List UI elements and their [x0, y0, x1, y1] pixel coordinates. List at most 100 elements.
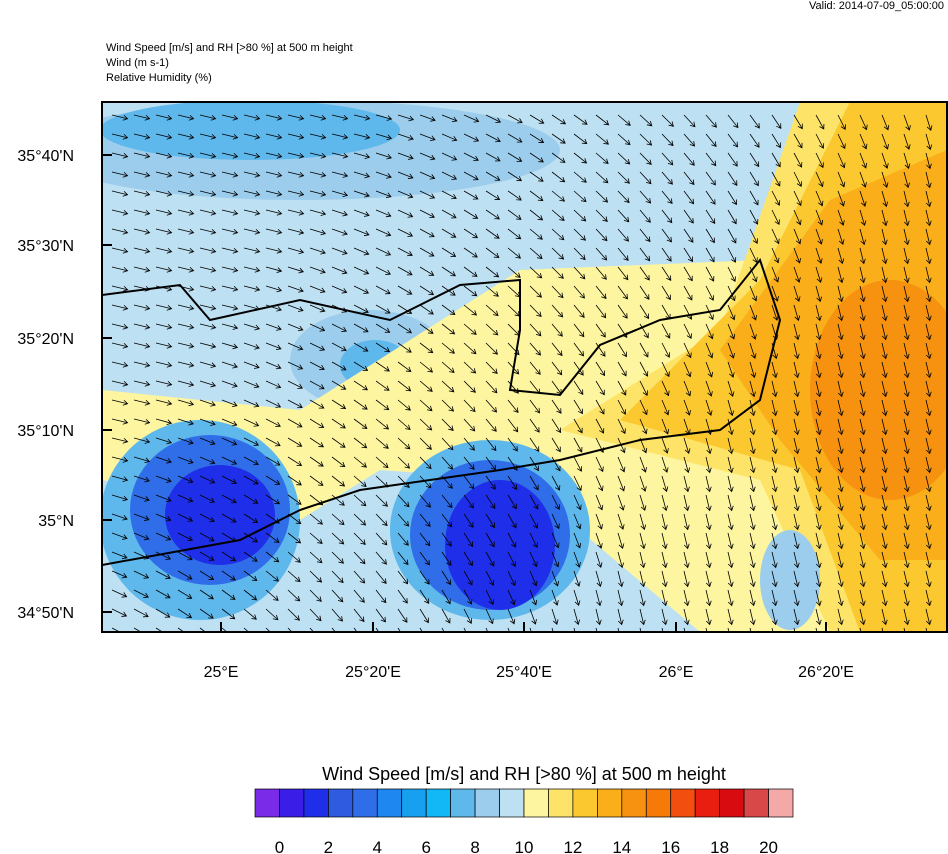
wind-arrow [529, 418, 540, 433]
wind-arrow [551, 152, 566, 163]
wind-arrow [617, 456, 626, 473]
wind-arrow [243, 361, 260, 369]
wind-arrow [287, 627, 293, 632]
wind-arrow [837, 551, 844, 569]
wind-arrow [287, 285, 304, 293]
wind-arrow [265, 152, 283, 159]
wind-arrow [375, 209, 392, 218]
wind-arrow [749, 114, 760, 129]
wind-arrow [485, 608, 494, 625]
wind-arrow [375, 266, 391, 275]
wind-arrow [595, 114, 610, 126]
wind-arrow [793, 266, 801, 283]
wind-arrow [111, 418, 129, 425]
wind-arrow [155, 570, 171, 580]
wind-arrow [199, 551, 215, 561]
wind-arrow [925, 570, 932, 588]
wind-arrow [573, 133, 588, 145]
wind-arrow [705, 532, 712, 550]
wind-arrow [243, 475, 259, 485]
wind-arrow [265, 133, 283, 140]
wind-arrow [749, 475, 756, 493]
wind-arrow [331, 285, 348, 294]
wind-arrow [859, 532, 866, 550]
wind-arrow [661, 304, 671, 320]
wind-arrow [617, 361, 627, 377]
wind-arrow [683, 152, 695, 166]
wind-arrow [859, 133, 868, 150]
wind-arrow [133, 380, 151, 387]
wind-arrow [419, 190, 436, 199]
wind-arrow [925, 380, 932, 398]
wind-arrow [661, 114, 674, 127]
lat-label: 35°10'N [17, 423, 74, 440]
colorbar-label: 10 [515, 838, 534, 854]
wind-arrow [705, 627, 708, 632]
wind-arrow [507, 494, 517, 510]
wind-arrow [287, 475, 302, 486]
wind-arrow [111, 589, 128, 598]
wind-arrow [485, 323, 499, 336]
wind-arrow [397, 247, 413, 257]
wind-arrow [595, 266, 607, 280]
wind-arrow [815, 171, 824, 188]
wind-arrow [155, 171, 173, 178]
wind-arrow [771, 456, 778, 474]
wind-arrow [375, 133, 393, 141]
wind-arrow [727, 152, 738, 167]
wind-arrow [507, 399, 519, 414]
wind-arrow [727, 589, 734, 607]
wind-arrow [287, 228, 305, 235]
wind-arrow [507, 456, 518, 471]
wind-arrow [199, 266, 217, 273]
wind-arrow [617, 304, 628, 319]
wind-arrow [309, 399, 325, 409]
wind-arrow [793, 247, 801, 264]
wind-arrow [441, 399, 455, 412]
wind-arrow [507, 209, 522, 220]
wind-arrow [617, 380, 627, 396]
wind-arrow [661, 323, 671, 339]
colorbar-swatch [597, 788, 623, 818]
wind-arrow [441, 513, 453, 528]
wind-arrow [705, 551, 712, 569]
wind-arrow [683, 399, 691, 416]
wind-arrow [309, 608, 322, 622]
wind-arrow [661, 608, 668, 626]
wind-arrow [617, 247, 629, 261]
wind-arrow [331, 475, 346, 487]
wind-arrow [419, 608, 429, 624]
wind-arrow [705, 114, 717, 128]
wind-arrow [309, 247, 326, 255]
wind-arrow [133, 266, 151, 273]
wind-arrow [617, 513, 625, 530]
wind-arrow [287, 570, 301, 583]
wind-arrow [661, 266, 672, 282]
wind-arrow [859, 380, 866, 398]
wind-arrow [397, 304, 413, 314]
wind-arrow [199, 228, 217, 235]
wind-arrow [727, 380, 735, 398]
wind-arrow [221, 266, 239, 273]
wind-arrow [925, 608, 932, 626]
wind-arrow [881, 304, 888, 322]
wind-arrow [133, 133, 151, 140]
wind-arrow [683, 380, 692, 397]
wind-arrow [177, 494, 194, 503]
wind-arrow [221, 494, 237, 504]
wind-arrow [705, 608, 712, 626]
wind-arrow [903, 152, 911, 170]
wind-arrow [441, 608, 451, 624]
wind-arrow [463, 114, 480, 123]
wind-arrow [485, 532, 495, 548]
wind-arrow [155, 627, 168, 632]
wind-arrow [133, 418, 151, 425]
wind-arrow [749, 228, 759, 244]
wind-arrow [485, 190, 501, 200]
wind-arrow [221, 380, 238, 388]
wind-arrow [771, 532, 778, 550]
wind-arrow [441, 209, 457, 219]
wind-arrow [397, 456, 411, 469]
wind-arrow [375, 551, 387, 565]
wind-arrow [375, 152, 392, 160]
